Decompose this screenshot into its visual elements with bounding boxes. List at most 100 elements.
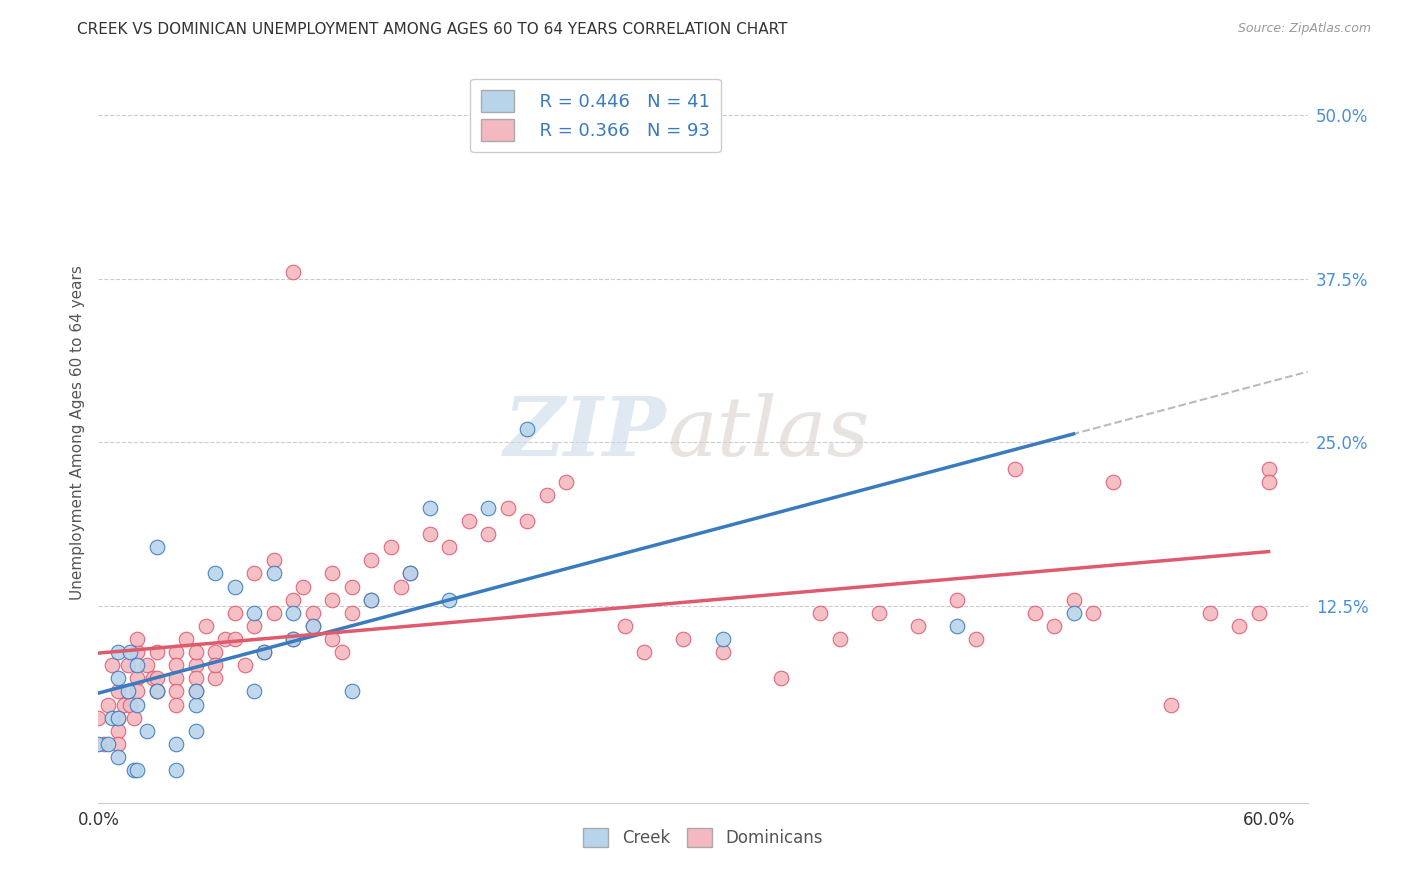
- Point: [945, 619, 967, 633]
- Point: [127, 645, 149, 659]
- Point: [360, 553, 382, 567]
- Point: [243, 566, 266, 581]
- Point: [112, 698, 135, 712]
- Point: [93, 737, 115, 751]
- Point: [127, 671, 149, 685]
- Point: [389, 580, 412, 594]
- Point: [165, 737, 187, 751]
- Text: CREEK VS DOMINICAN UNEMPLOYMENT AMONG AGES 60 TO 64 YEARS CORRELATION CHART: CREEK VS DOMINICAN UNEMPLOYMENT AMONG AG…: [77, 22, 787, 37]
- Point: [340, 684, 363, 698]
- Point: [224, 632, 246, 646]
- Point: [107, 750, 129, 764]
- Y-axis label: Unemployment Among Ages 60 to 64 years: Unemployment Among Ages 60 to 64 years: [69, 265, 84, 600]
- Point: [107, 723, 129, 738]
- Point: [146, 684, 169, 698]
- Point: [292, 580, 315, 594]
- Point: [477, 500, 499, 515]
- Point: [194, 619, 217, 633]
- Text: ZIP: ZIP: [505, 392, 666, 473]
- Point: [907, 619, 929, 633]
- Point: [1257, 475, 1279, 489]
- Point: [769, 671, 792, 685]
- Point: [1101, 475, 1123, 489]
- Point: [360, 592, 382, 607]
- Point: [340, 580, 363, 594]
- Point: [101, 711, 124, 725]
- Point: [828, 632, 851, 646]
- Point: [127, 763, 149, 777]
- Point: [399, 566, 422, 581]
- Point: [633, 645, 655, 659]
- Point: [214, 632, 236, 646]
- Point: [419, 500, 441, 515]
- Point: [380, 541, 402, 555]
- Point: [302, 619, 325, 633]
- Point: [536, 488, 558, 502]
- Point: [146, 684, 169, 698]
- Point: [122, 711, 145, 725]
- Point: [868, 606, 890, 620]
- Point: [184, 684, 207, 698]
- Point: [340, 606, 363, 620]
- Point: [122, 763, 145, 777]
- Point: [136, 723, 159, 738]
- Point: [224, 606, 246, 620]
- Point: [165, 698, 187, 712]
- Point: [399, 566, 422, 581]
- Point: [555, 475, 578, 489]
- Point: [516, 422, 538, 436]
- Point: [283, 632, 305, 646]
- Point: [1063, 606, 1085, 620]
- Point: [118, 645, 141, 659]
- Point: [101, 658, 124, 673]
- Point: [321, 592, 343, 607]
- Point: [439, 592, 461, 607]
- Point: [87, 711, 110, 725]
- Point: [1081, 606, 1104, 620]
- Point: [458, 514, 481, 528]
- Point: [107, 684, 129, 698]
- Point: [1024, 606, 1046, 620]
- Point: [184, 684, 207, 698]
- Point: [204, 658, 226, 673]
- Point: [419, 527, 441, 541]
- Point: [302, 606, 325, 620]
- Point: [87, 737, 110, 751]
- Point: [107, 711, 129, 725]
- Point: [127, 684, 149, 698]
- Point: [652, 108, 675, 122]
- Point: [360, 592, 382, 607]
- Point: [107, 711, 129, 725]
- Point: [263, 566, 285, 581]
- Point: [283, 606, 305, 620]
- Point: [233, 658, 256, 673]
- Point: [1004, 461, 1026, 475]
- Point: [283, 592, 305, 607]
- Point: [243, 684, 266, 698]
- Point: [283, 265, 305, 279]
- Point: [165, 763, 187, 777]
- Text: atlas: atlas: [666, 392, 869, 473]
- Point: [302, 619, 325, 633]
- Point: [204, 645, 226, 659]
- Point: [117, 658, 139, 673]
- Point: [97, 698, 120, 712]
- Point: [711, 632, 734, 646]
- Point: [107, 645, 129, 659]
- Point: [127, 698, 149, 712]
- Point: [614, 619, 637, 633]
- Point: [118, 698, 141, 712]
- Point: [146, 671, 169, 685]
- Point: [263, 553, 285, 567]
- Point: [184, 671, 207, 685]
- Point: [142, 671, 165, 685]
- Point: [127, 632, 149, 646]
- Point: [1247, 606, 1270, 620]
- Text: Source: ZipAtlas.com: Source: ZipAtlas.com: [1237, 22, 1371, 36]
- Point: [496, 500, 519, 515]
- Point: [184, 698, 207, 712]
- Point: [165, 671, 187, 685]
- Point: [321, 566, 343, 581]
- Point: [136, 658, 159, 673]
- Point: [283, 632, 305, 646]
